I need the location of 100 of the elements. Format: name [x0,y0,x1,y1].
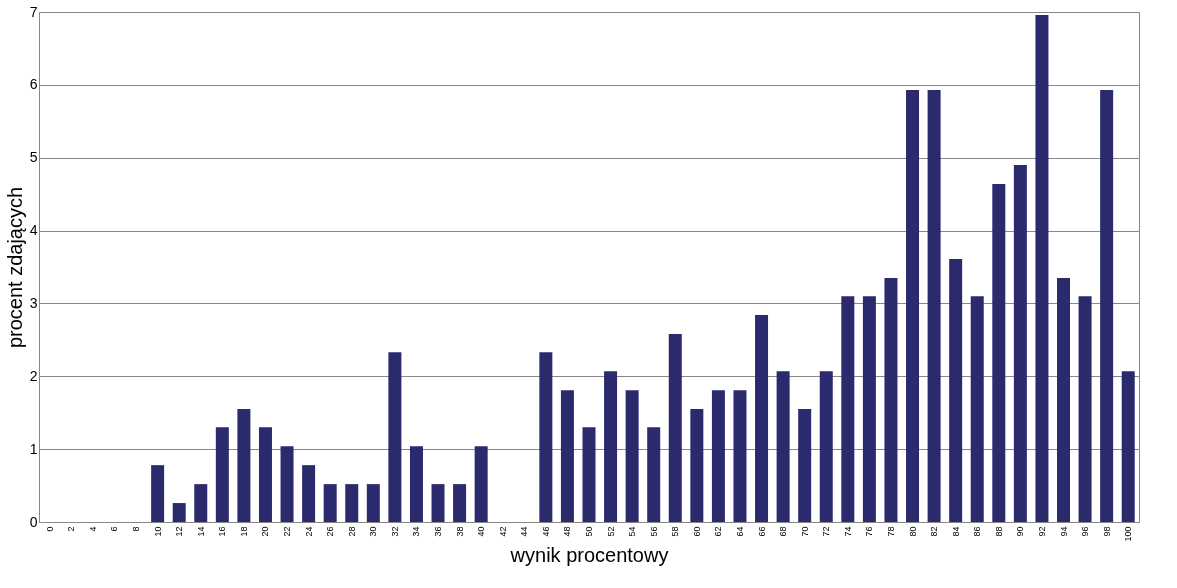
bar [172,503,186,522]
x-tick-label: 22 [282,526,293,537]
x-tick-label: 74 [842,526,853,537]
x-tick-label: 92 [1036,526,1047,537]
bar [733,390,747,522]
x-tick-label: 66 [756,526,767,537]
bar [366,484,380,522]
bar [1013,165,1027,522]
x-tick-label: 54 [627,526,638,537]
bar [582,427,596,522]
bar [560,390,574,522]
bar [776,371,790,522]
y-tick-label: 3 [29,294,38,311]
x-tick-label: 64 [734,526,745,537]
x-tick-label: 36 [433,526,444,537]
x-tick-label: 2 [66,526,77,532]
x-tick-label: 8 [131,526,142,532]
bar [927,89,941,522]
x-tick-label: 40 [476,526,487,537]
y-tick-label: 2 [29,367,38,384]
x-tick-label: 42 [497,526,508,537]
x-tick-label: 38 [454,526,465,537]
x-tick-label: 72 [821,526,832,537]
y-tick-label: 7 [29,3,38,20]
x-tick-label: 86 [972,526,983,537]
x-tick-label: 58 [670,526,681,537]
x-tick-label: 32 [389,526,400,537]
bar [625,390,639,522]
bar [194,484,208,522]
bar [302,465,316,522]
x-tick-label: 28 [346,526,357,537]
x-tick-label: 4 [87,526,98,532]
x-tick-label: 10 [152,526,163,537]
bar [906,89,920,522]
y-tick-label: 6 [29,76,38,93]
bar [841,296,855,522]
y-tick-label: 5 [29,149,38,166]
bar [431,484,445,522]
bar [258,427,272,522]
x-tick-label: 16 [217,526,228,537]
x-tick-label: 60 [691,526,702,537]
bar [409,446,423,522]
x-tick-label: 76 [864,526,875,537]
bar [668,334,682,522]
x-tick-label: 12 [174,526,185,537]
bar [798,409,812,522]
bar [345,484,359,522]
x-tick-label: 84 [950,526,961,537]
bar [819,371,833,522]
bar [1057,277,1071,522]
bar [215,427,229,522]
bar [388,352,402,522]
x-tick-label: 88 [993,526,1004,537]
x-tick-label: 70 [799,526,810,537]
bar [711,390,725,522]
x-tick-label: 62 [713,526,724,537]
x-tick-label: 52 [605,526,616,537]
x-tick-label: 24 [303,526,314,537]
y-tick-label: 4 [29,222,38,239]
x-tick-label: 100 [1123,526,1134,542]
bar [323,484,337,522]
x-tick-label: 30 [368,526,379,537]
x-tick-label: 48 [562,526,573,537]
x-tick-label: 6 [109,526,120,532]
bar [1035,14,1049,522]
bar [237,409,251,522]
x-tick-label: 96 [1080,526,1091,537]
y-tick-label: 1 [29,440,38,457]
x-tick-label: 14 [195,526,206,537]
x-tick-label: 94 [1058,526,1069,537]
x-tick-label: 34 [411,526,422,537]
bar [647,427,661,522]
x-tick-label: 68 [778,526,789,537]
bar [280,446,294,522]
bar [1121,371,1135,522]
bar [151,465,165,522]
x-tick-label: 0 [44,526,55,532]
bar [884,277,898,522]
x-tick-label: 78 [885,526,896,537]
bar [474,446,488,522]
x-tick-label: 82 [929,526,940,537]
bar [862,296,876,522]
x-tick-label: 46 [540,526,551,537]
x-axis-title: wynik procentowy [509,543,669,566]
x-tick-label: 98 [1101,526,1112,537]
y-axis-title: procent zdających [3,186,26,349]
x-tick-label: 56 [648,526,659,537]
bar [690,409,704,522]
bar [755,315,769,522]
x-tick-label: 90 [1015,526,1026,537]
bar [453,484,467,522]
bar [949,258,963,522]
x-tick-label: 26 [325,526,336,537]
x-tick-label: 44 [519,526,530,537]
bar [970,296,984,522]
x-tick-label: 18 [238,526,249,537]
bar [1100,89,1114,522]
bar [604,371,618,522]
bar [1078,296,1092,522]
x-tick-label: 20 [260,526,271,537]
